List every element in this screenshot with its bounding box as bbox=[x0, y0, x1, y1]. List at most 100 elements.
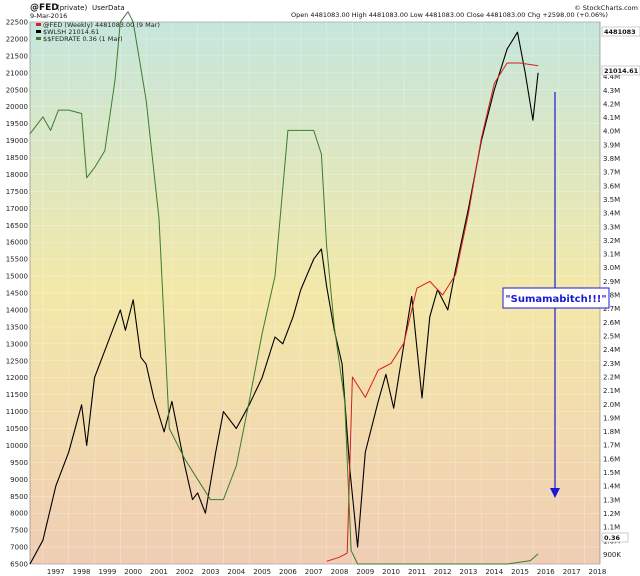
right-tick-label: 1.4M bbox=[603, 483, 620, 491]
chart-symbol: @FED bbox=[30, 3, 59, 13]
right-tick-label: 3.9M bbox=[603, 141, 620, 149]
x-tick-label: 2012 bbox=[434, 568, 452, 576]
right-tick-label: 3.0M bbox=[603, 264, 620, 272]
x-tick-label: 2006 bbox=[279, 568, 297, 576]
x-tick-label: 2007 bbox=[305, 568, 323, 576]
fed-last-box bbox=[601, 26, 640, 37]
right-tick-label: 4.2M bbox=[603, 100, 620, 108]
chart-date: 9-Mar-2016 bbox=[30, 12, 67, 20]
left-tick-label: 14000 bbox=[6, 306, 28, 314]
left-tick-label: 18000 bbox=[6, 171, 28, 179]
left-tick-label: 6500 bbox=[10, 561, 28, 569]
x-tick-label: 2002 bbox=[176, 568, 194, 576]
x-tick-label: 2008 bbox=[331, 568, 349, 576]
left-tick-label: 11500 bbox=[6, 391, 28, 399]
legend: @FED (Weekly) 4481083.00 (9 Mar) $WLSH 2… bbox=[36, 21, 160, 43]
x-tick-label: 2018 bbox=[589, 568, 607, 576]
left-axis: 6500 7000 7500 8000 8500 9000 9500 10000 10500 11… bbox=[6, 19, 28, 569]
left-tick-label: 15000 bbox=[6, 273, 28, 281]
left-tick-label: 20500 bbox=[6, 86, 28, 94]
left-tick-label: 8000 bbox=[10, 510, 28, 518]
left-tick-label: 12000 bbox=[6, 374, 28, 382]
right-tick-label: 3.5M bbox=[603, 196, 620, 204]
wlsh-last-value: 21014.61 bbox=[604, 67, 639, 75]
grid bbox=[30, 21, 600, 565]
legend-swatch-fedrate bbox=[36, 37, 41, 40]
right-tick-label: 2.0M bbox=[603, 401, 620, 409]
legend-item-fedrate: $$FEDRATE 0.36 (1 Mar) bbox=[43, 35, 123, 43]
left-tick-label: 14500 bbox=[6, 290, 28, 298]
right-tick-label: 2.6M bbox=[603, 319, 620, 327]
right-tick-label: 2.5M bbox=[603, 333, 620, 341]
left-tick-label: 10500 bbox=[6, 425, 28, 433]
left-tick-label: 11000 bbox=[6, 408, 28, 416]
chart-tag: (private) bbox=[57, 4, 87, 12]
right-tick-label: 4.4M bbox=[603, 73, 620, 81]
right-tick-label: 3.3M bbox=[603, 223, 620, 231]
legend-item-fed: @FED (Weekly) 4481083.00 (9 Mar) bbox=[43, 21, 160, 29]
right-tick-label: 1.9M bbox=[603, 414, 620, 422]
legend-swatch-fed bbox=[36, 23, 41, 26]
annotation-box bbox=[502, 287, 610, 309]
right-tick-label: 1.5M bbox=[603, 469, 620, 477]
right-tick-label: 1.8M bbox=[603, 428, 620, 436]
series-group bbox=[29, 11, 539, 565]
right-tick-label: 1.3M bbox=[603, 496, 620, 504]
right-tick-label: 3.2M bbox=[603, 237, 620, 245]
left-tick-label: 10000 bbox=[6, 442, 28, 450]
x-tick-label: 2000 bbox=[124, 568, 142, 576]
right-axis: 900K1.0M1.1M1.2M1.3M1.4M1.5M1.6M1.7M1.8M… bbox=[603, 73, 621, 559]
right-tick-label: 4.3M bbox=[603, 87, 620, 95]
x-tick-label: 2003 bbox=[202, 568, 220, 576]
fed-last-value: 4481083 bbox=[604, 28, 636, 36]
left-tick-label: 22500 bbox=[6, 19, 28, 27]
left-tick-label: 19500 bbox=[6, 120, 28, 128]
right-tick-label: 2.3M bbox=[603, 360, 620, 368]
left-tick-label: 12500 bbox=[6, 357, 28, 365]
fedrate-last-value: 0.36 bbox=[604, 534, 621, 542]
left-tick-label: 22000 bbox=[6, 35, 28, 43]
left-tick-label: 17500 bbox=[6, 188, 28, 196]
wlsh-last-box bbox=[601, 65, 640, 76]
right-tick-label: 1.6M bbox=[603, 455, 620, 463]
series-line-wlsh bbox=[29, 31, 539, 565]
right-tick-label: 2.7M bbox=[603, 305, 620, 313]
x-tick-label: 2009 bbox=[356, 568, 374, 576]
x-tick-label: 2017 bbox=[563, 568, 581, 576]
right-tick-label: 900K bbox=[603, 551, 621, 559]
x-tick-label: 2004 bbox=[227, 568, 245, 576]
fedrate-last-box bbox=[601, 532, 629, 543]
left-tick-label: 21500 bbox=[6, 52, 28, 60]
annotation-arrow-head bbox=[550, 488, 560, 498]
x-axis: 1997 1998 1999 2000 2001 2002 2003 2004 2005 2006… bbox=[47, 568, 606, 576]
x-tick-label: 2014 bbox=[485, 568, 503, 576]
x-tick-label: 1998 bbox=[73, 568, 91, 576]
legend-swatch-wlsh bbox=[36, 30, 41, 33]
series-line-fedrate bbox=[29, 11, 539, 565]
x-tick-label: 2016 bbox=[537, 568, 555, 576]
left-tick-label: 13500 bbox=[6, 323, 28, 331]
left-tick-label: 7500 bbox=[10, 527, 28, 535]
left-tick-label: 7000 bbox=[10, 544, 28, 552]
right-tick-label: 3.1M bbox=[603, 251, 620, 259]
left-tick-label: 15500 bbox=[6, 256, 28, 264]
right-tick-label: 1.1M bbox=[603, 524, 620, 532]
right-tick-label: 3.7M bbox=[603, 169, 620, 177]
left-tick-label: 9000 bbox=[10, 476, 28, 484]
annotation-text: "Sumamabitch!!!" bbox=[505, 294, 606, 305]
right-tick-label: 2.9M bbox=[603, 278, 620, 286]
left-tick-label: 21000 bbox=[6, 69, 28, 77]
right-tick-label: 1.2M bbox=[603, 510, 620, 518]
left-tick-label: 16500 bbox=[6, 222, 28, 230]
right-tick-label: 2.4M bbox=[603, 346, 620, 354]
right-tick-label: 3.8M bbox=[603, 155, 620, 163]
left-tick-label: 17000 bbox=[6, 205, 28, 213]
x-tick-label: 2010 bbox=[382, 568, 400, 576]
right-tick-label: 2.8M bbox=[603, 292, 620, 300]
series-line-fed bbox=[326, 62, 539, 562]
x-tick-label: 2011 bbox=[408, 568, 426, 576]
right-tick-label: 3.4M bbox=[603, 210, 620, 218]
left-tick-label: 8500 bbox=[10, 493, 28, 501]
